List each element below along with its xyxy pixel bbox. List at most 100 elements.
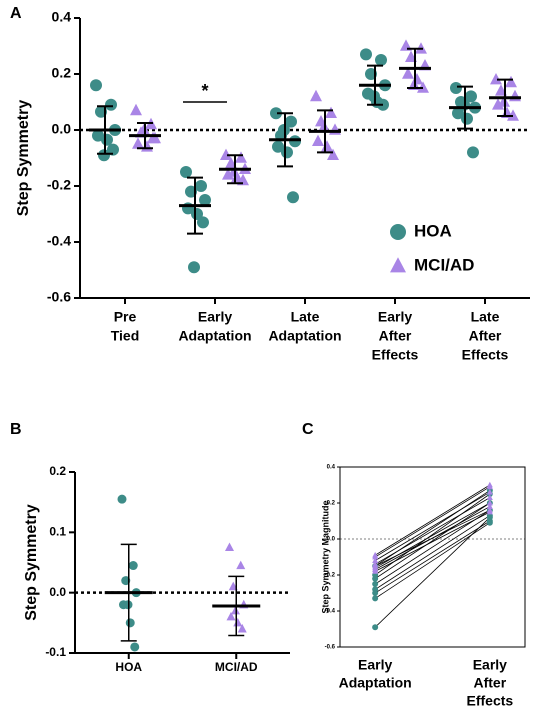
circle-point [375, 54, 387, 66]
y-tick-label: -0.4 [325, 609, 336, 615]
circle-point [90, 79, 102, 92]
circle-point [117, 494, 127, 504]
triangle-point [235, 151, 247, 163]
circle-point [197, 216, 209, 229]
triangle-point [325, 106, 337, 118]
legend-label: HOA [414, 221, 452, 240]
circle-point [128, 561, 138, 571]
x-tick-label: Adaptation [339, 675, 412, 691]
triangle-point [390, 257, 406, 273]
circle-point [98, 149, 110, 162]
plot-frame [339, 466, 526, 648]
pair-line [374, 509, 491, 567]
pair-line [374, 517, 491, 628]
triangle-point [372, 562, 379, 569]
circle-point [285, 115, 297, 128]
triangle-point [505, 75, 517, 88]
circle-point [486, 514, 493, 521]
circle-point [130, 642, 140, 652]
x-tick-label: Pre [114, 309, 137, 325]
circle-point [465, 90, 477, 103]
x-tick-label: After [379, 328, 412, 344]
x-tick-label: Adaptation [178, 328, 251, 344]
x-tick-label: Tied [111, 328, 140, 344]
y-axis-label: Step Symmetry Magnitude [320, 500, 330, 613]
y-tick-label: 0.2 [327, 501, 336, 507]
triangle-point [486, 499, 493, 506]
y-tick-label: -0.4 [47, 233, 71, 249]
circle-point [180, 166, 192, 178]
pair-line [374, 484, 491, 556]
legend-label: MCI/AD [414, 255, 474, 274]
triangle-point [509, 89, 521, 102]
circle-point [486, 519, 493, 526]
y-tick-label: -0.2 [325, 573, 336, 579]
triangle-point [312, 134, 324, 146]
pair-line [374, 486, 491, 558]
triangle-point [236, 560, 246, 570]
pair-line [374, 520, 491, 594]
circle-point [360, 48, 372, 61]
circle-point [188, 261, 200, 274]
triangle-point [402, 67, 414, 79]
y-tick-label: 0.0 [49, 585, 66, 599]
pair-line [374, 491, 491, 561]
triangle-point [486, 494, 493, 500]
circle-point [125, 618, 135, 628]
circle-point [195, 180, 207, 192]
triangle-point [130, 103, 142, 116]
pair-line [374, 497, 491, 565]
triangle-point [226, 611, 236, 621]
circle-point [107, 143, 119, 156]
x-tick-label: Effects [467, 693, 514, 709]
circle-point [270, 107, 282, 120]
pair-line [374, 502, 491, 569]
y-axis-label: Step Symmetry [15, 100, 32, 217]
pair-line [374, 509, 491, 585]
circle-point [452, 107, 464, 120]
triangle-point [327, 148, 339, 160]
y-tick-label: 0.0 [327, 537, 336, 543]
circle-point [372, 595, 379, 602]
y-axis-label: Step Symmetry [23, 504, 40, 621]
y-tick-label: -0.6 [47, 289, 71, 305]
circle-point [450, 82, 462, 94]
triangle-point [486, 506, 493, 513]
x-tick-label: Late [291, 309, 320, 325]
circle-point [372, 590, 379, 596]
triangle-point [225, 542, 234, 552]
triangle-point [147, 131, 159, 144]
circle-point [372, 575, 379, 582]
annotation: * [201, 81, 208, 101]
x-tick-label: Adaptation [268, 328, 341, 344]
x-tick-label: Early [198, 309, 232, 325]
triangle-point [372, 557, 379, 563]
y-tick-label: -0.6 [325, 645, 336, 651]
pair-line [374, 515, 491, 590]
triangle-point [486, 503, 493, 509]
circle-point [272, 140, 284, 153]
x-tick-label: Effects [462, 347, 509, 363]
x-tick-label: Early [473, 657, 507, 673]
x-tick-label: After [474, 675, 507, 691]
circle-point [461, 112, 473, 125]
circle-point [467, 146, 479, 159]
panel-letter: B [10, 421, 22, 438]
y-tick-label: 0.1 [49, 525, 66, 539]
circle-point [105, 98, 117, 111]
triangle-point [490, 73, 502, 85]
triangle-point [486, 488, 493, 495]
triangle-point [372, 553, 379, 560]
circle-point [390, 224, 406, 240]
circle-point [372, 624, 379, 631]
y-tick-label: -0.1 [45, 645, 66, 659]
x-tick-label: Early [378, 309, 412, 325]
x-tick-label: HOA [115, 660, 142, 674]
panel-letter: C [302, 421, 314, 438]
y-tick-label: 0.4 [327, 465, 336, 471]
circle-point [199, 194, 211, 206]
x-tick-label: MCI/AD [215, 660, 258, 674]
triangle-point [237, 623, 247, 633]
triangle-point [372, 568, 379, 574]
